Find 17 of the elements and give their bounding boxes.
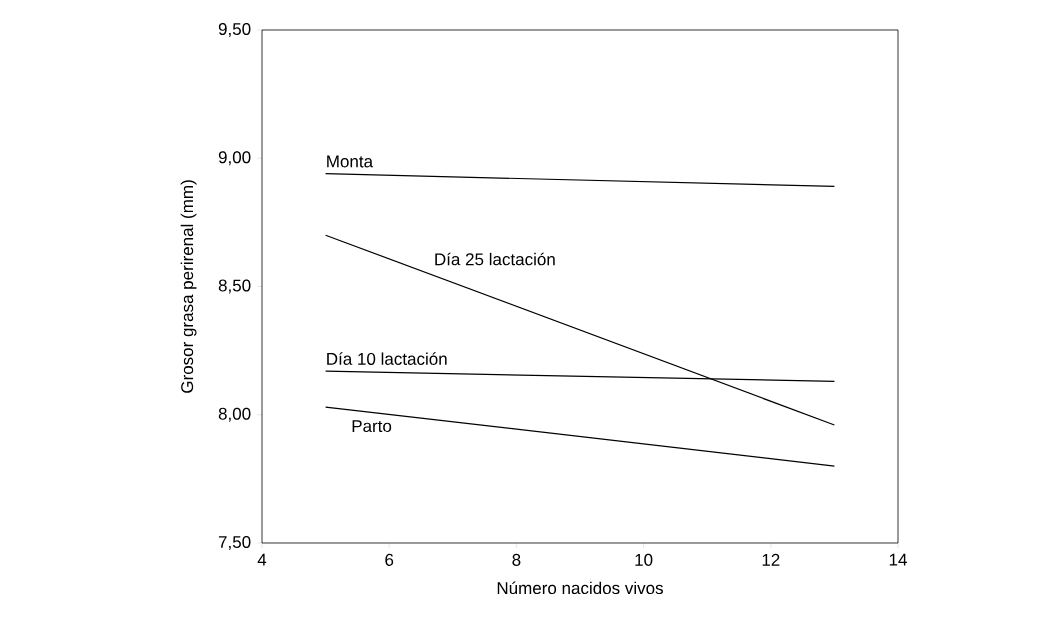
x-axis-title: Número nacidos vivos (497, 581, 663, 595)
y-tick-label: 8,50 (218, 279, 251, 294)
series-label: Parto (352, 420, 392, 433)
x-tick-label: 4 (257, 553, 267, 566)
x-tick-label: 6 (385, 553, 394, 566)
y-axis-title: Grosor grasa perirenal (mm) (180, 180, 197, 393)
x-tick-label: 14 (889, 553, 907, 566)
y-tick-label: 9,00 (218, 151, 251, 166)
y-tick-label: 8,00 (218, 407, 251, 422)
x-tick-label: 12 (762, 553, 780, 566)
y-tick-label: 9,50 (218, 22, 251, 38)
series-label: Monta (327, 155, 374, 168)
series-label: Día 10 lactación (327, 352, 447, 365)
y-tick-label: 7,50 (218, 535, 251, 551)
x-tick-label: 8 (512, 553, 521, 566)
x-tick-label: 10 (635, 553, 653, 566)
series-label: Día 25 lactación (435, 252, 555, 266)
